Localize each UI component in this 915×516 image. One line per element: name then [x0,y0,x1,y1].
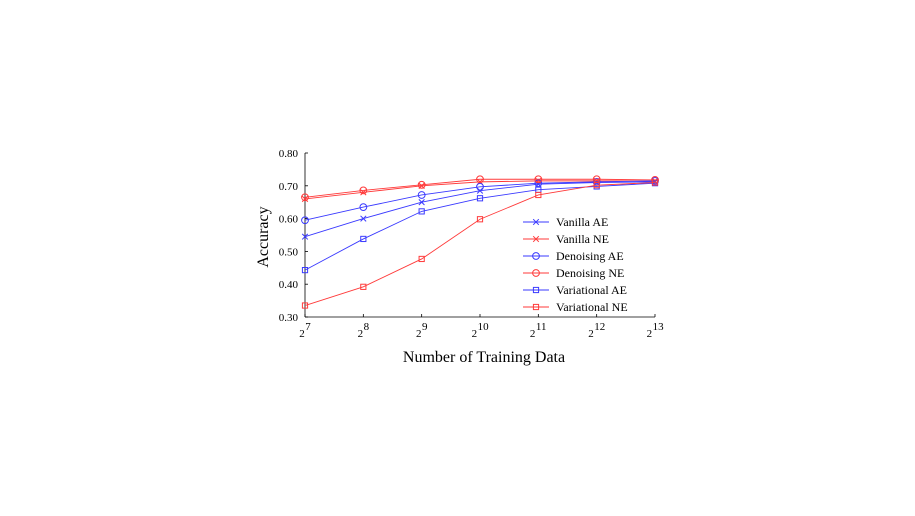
legend-marker [532,286,540,294]
x-tick-label-exponent: 7 [305,321,311,333]
x-tick-label-exponent: 11 [536,321,547,333]
x-tick-label-base: 2 [358,328,364,340]
x-tick-label-base: 2 [299,328,305,340]
legend-marker [532,235,540,243]
data-point-denoising-ae [417,191,426,199]
legend-label: Variational NE [556,300,628,314]
data-point-variational-ne [418,255,425,263]
legend-item-vanilla-ae: Vanilla AE [523,215,608,229]
x-tick-label-base: 2 [647,328,653,340]
data-point-variational-ae [476,195,484,202]
data-point-variational-ne [593,182,600,189]
data-point-denoising-ne [534,175,543,184]
data-point-variational-ne [301,302,309,309]
x-tick-label-base: 2 [416,328,422,340]
legend-label: Variational AE [556,283,627,297]
data-point-denoising-ae [534,179,543,188]
data-point-denoising-ne [417,180,426,189]
x-tick-label-base: 2 [530,328,536,340]
y-tick-label: 0.60 [279,214,299,226]
data-point-denoising-ne [301,193,309,202]
y-axis-title: Accuracy [255,206,272,267]
series-variational-ne [301,179,659,309]
legend-label: Vanilla AE [556,215,608,229]
x-tick-label-exponent: 9 [422,321,428,333]
data-point-vanilla-ae [301,233,309,240]
series-line-variational-ae [304,182,656,271]
data-point-variational-ne [476,216,484,223]
legend-item-variational-ae: Variational AE [523,283,627,297]
legend-marker [532,218,540,226]
data-point-variational-ne [651,179,659,186]
legend-marker [532,303,540,311]
data-point-denoising-ae [359,203,368,212]
series-denoising-ne [301,175,659,202]
x-axis-title: Number of Training Data [403,349,565,366]
legend-label: Vanilla NE [556,232,609,246]
data-point-variational-ae [418,208,425,215]
x-tick-label-base: 2 [472,328,478,340]
legend-label: Denoising NE [556,266,624,280]
series-line-variational-ne [304,182,656,306]
y-tick-label: 0.50 [279,246,299,258]
legend-marker [532,269,540,277]
data-point-vanilla-ae [476,187,484,194]
legend-label: Denoising AE [556,249,624,263]
legend-marker [532,252,540,260]
y-tick-label: 0.80 [279,148,299,160]
data-point-variational-ne [535,191,542,199]
data-point-vanilla-ae [418,199,425,206]
data-point-variational-ne [360,283,367,290]
data-point-denoising-ae [301,216,309,225]
data-point-vanilla-ae [360,215,367,222]
y-tick-label: 0.70 [279,181,299,193]
legend-item-variational-ne: Variational NE [523,300,628,314]
x-tick-label-exponent: 13 [653,321,665,333]
legend-item-denoising-ae: Denoising AE [523,249,624,263]
series-line-denoising-ne [304,178,656,198]
x-tick-label-base: 2 [588,328,594,340]
series-denoising-ae [301,176,659,225]
legend: Vanilla AE Vanilla NE Denoising AE Denoisin… [523,215,628,314]
x-tick-label-exponent: 10 [478,321,490,333]
data-point-variational-ae [301,266,309,274]
legend-item-vanilla-ne: Vanilla NE [523,232,609,246]
axes: 0.300.400.500.600.700.802728292102112122… [279,148,664,340]
y-tick-label: 0.30 [279,312,299,324]
series-line-denoising-ae [304,180,656,221]
data-point-denoising-ne [476,175,484,184]
data-point-denoising-ae [476,182,484,191]
legend-item-denoising-ne: Denoising NE [523,266,624,280]
y-tick-label: 0.40 [279,279,299,291]
x-tick-label-exponent: 8 [364,321,370,333]
data-point-denoising-ne [359,186,368,195]
data-point-variational-ae [360,235,367,243]
series-layer [301,175,659,309]
x-tick-label-exponent: 12 [594,321,605,333]
